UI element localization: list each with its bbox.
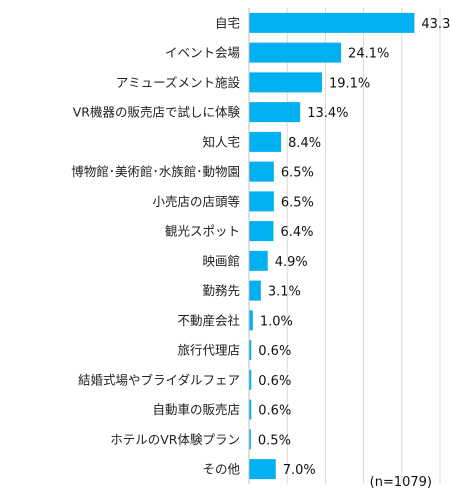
value-label-3: 13.4%: [307, 106, 348, 121]
value-labels: 43.3% 24.1% 19.1% 13.4% 8.4% 6.5% 6.5% 6.4% 4.9%…: [258, 17, 450, 478]
category-label-10: 不動産会社: [177, 313, 240, 328]
category-label-7: 観光スポット: [165, 224, 240, 239]
bar-15: [249, 459, 276, 480]
value-label-10: 1.0%: [260, 314, 293, 329]
value-label-0: 43.3%: [421, 17, 450, 32]
bar-4: [249, 131, 282, 152]
category-label-11: 旅行代理店: [177, 343, 240, 358]
value-label-7: 6.4%: [280, 225, 313, 240]
category-label-6: 小売店の店頭等: [152, 194, 240, 209]
category-label-5: 博物館･美術館･水族館･動物園: [71, 164, 240, 179]
value-label-8: 4.9%: [275, 255, 308, 270]
value-label-12: 0.6%: [258, 374, 291, 389]
bar-6: [249, 191, 274, 212]
value-label-11: 0.6%: [258, 344, 291, 359]
category-label-8: 映画館: [202, 253, 240, 268]
bar-1: [249, 42, 342, 63]
value-label-15: 7.0%: [283, 463, 316, 478]
category-label-2: アミューズメント施設: [116, 75, 241, 90]
sample-size-note: (n=1079): [370, 475, 432, 490]
bar-2: [249, 72, 322, 93]
bar-11: [249, 340, 252, 361]
bar-13: [249, 399, 252, 420]
value-label-13: 0.6%: [258, 404, 291, 419]
bar-0: [249, 12, 415, 33]
category-label-12: 結婚式場やブライダルフェア: [78, 372, 240, 387]
category-label-15: その他: [202, 462, 240, 477]
bar-14: [249, 429, 251, 450]
bar-10: [249, 310, 253, 331]
value-label-1: 24.1%: [348, 47, 389, 62]
value-label-14: 0.5%: [258, 433, 291, 448]
gridlines: [286, 8, 441, 484]
category-label-14: ホテルのVR体験プラン: [110, 432, 240, 447]
value-label-2: 19.1%: [329, 76, 370, 91]
category-label-3: VR機器の販売店で試しに体験: [73, 105, 241, 120]
category-label-13: 自動車の販売店: [152, 402, 240, 417]
category-label-9: 勤務先: [202, 283, 240, 298]
bar-12: [249, 369, 252, 390]
bar-5: [249, 161, 274, 182]
value-label-6: 6.5%: [281, 195, 314, 210]
bar-3: [249, 102, 301, 123]
value-label-5: 6.5%: [281, 166, 314, 181]
value-label-4: 8.4%: [288, 136, 321, 151]
bar-7: [249, 221, 274, 242]
bar-8: [249, 250, 268, 271]
category-label-4: 知人宅: [202, 134, 240, 149]
category-label-0: 自宅: [215, 15, 240, 30]
category-label-1: イベント会場: [165, 45, 240, 60]
bars: [249, 12, 415, 480]
bar-9: [249, 280, 261, 301]
value-label-9: 3.1%: [268, 285, 301, 300]
